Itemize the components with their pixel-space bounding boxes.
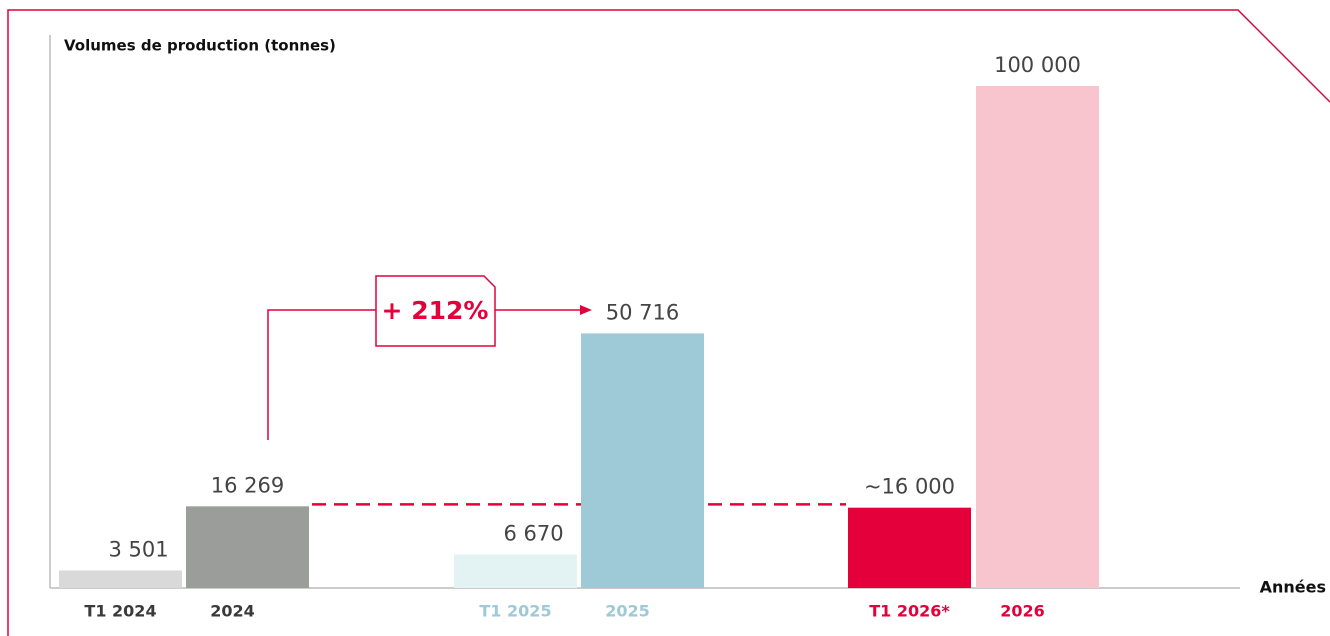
- bar: [976, 86, 1099, 588]
- bar: [59, 570, 182, 588]
- x-tick-label: T1 2026*: [869, 602, 950, 621]
- value-label: 16 269: [211, 473, 284, 497]
- x-axis-title: Années: [1260, 578, 1326, 597]
- bar: [454, 554, 577, 588]
- connector: [267, 309, 376, 440]
- value-label: 3 501: [108, 537, 168, 561]
- value-label: 50 716: [606, 300, 679, 324]
- arrow-head: [580, 305, 592, 315]
- bar: [186, 506, 309, 588]
- x-tick-label: 2024: [210, 602, 255, 621]
- annotation-text: + 212%: [382, 296, 489, 325]
- frame: [7, 9, 1330, 636]
- value-label: 6 670: [503, 522, 563, 546]
- x-tick-label: 2025: [605, 602, 650, 621]
- growth-annotation: + 212%: [267, 275, 592, 440]
- value-label: ~16 000: [864, 475, 955, 499]
- y-axis-title: Volumes de production (tonnes): [64, 37, 336, 55]
- x-tick-label: T1 2024: [84, 602, 156, 621]
- annotation-box: [375, 275, 496, 347]
- bar: [848, 507, 971, 588]
- bar: [581, 333, 704, 588]
- x-tick-label: T1 2025: [479, 602, 551, 621]
- value-label: 100 000: [994, 53, 1081, 77]
- x-tick-label: 2026: [1000, 602, 1045, 621]
